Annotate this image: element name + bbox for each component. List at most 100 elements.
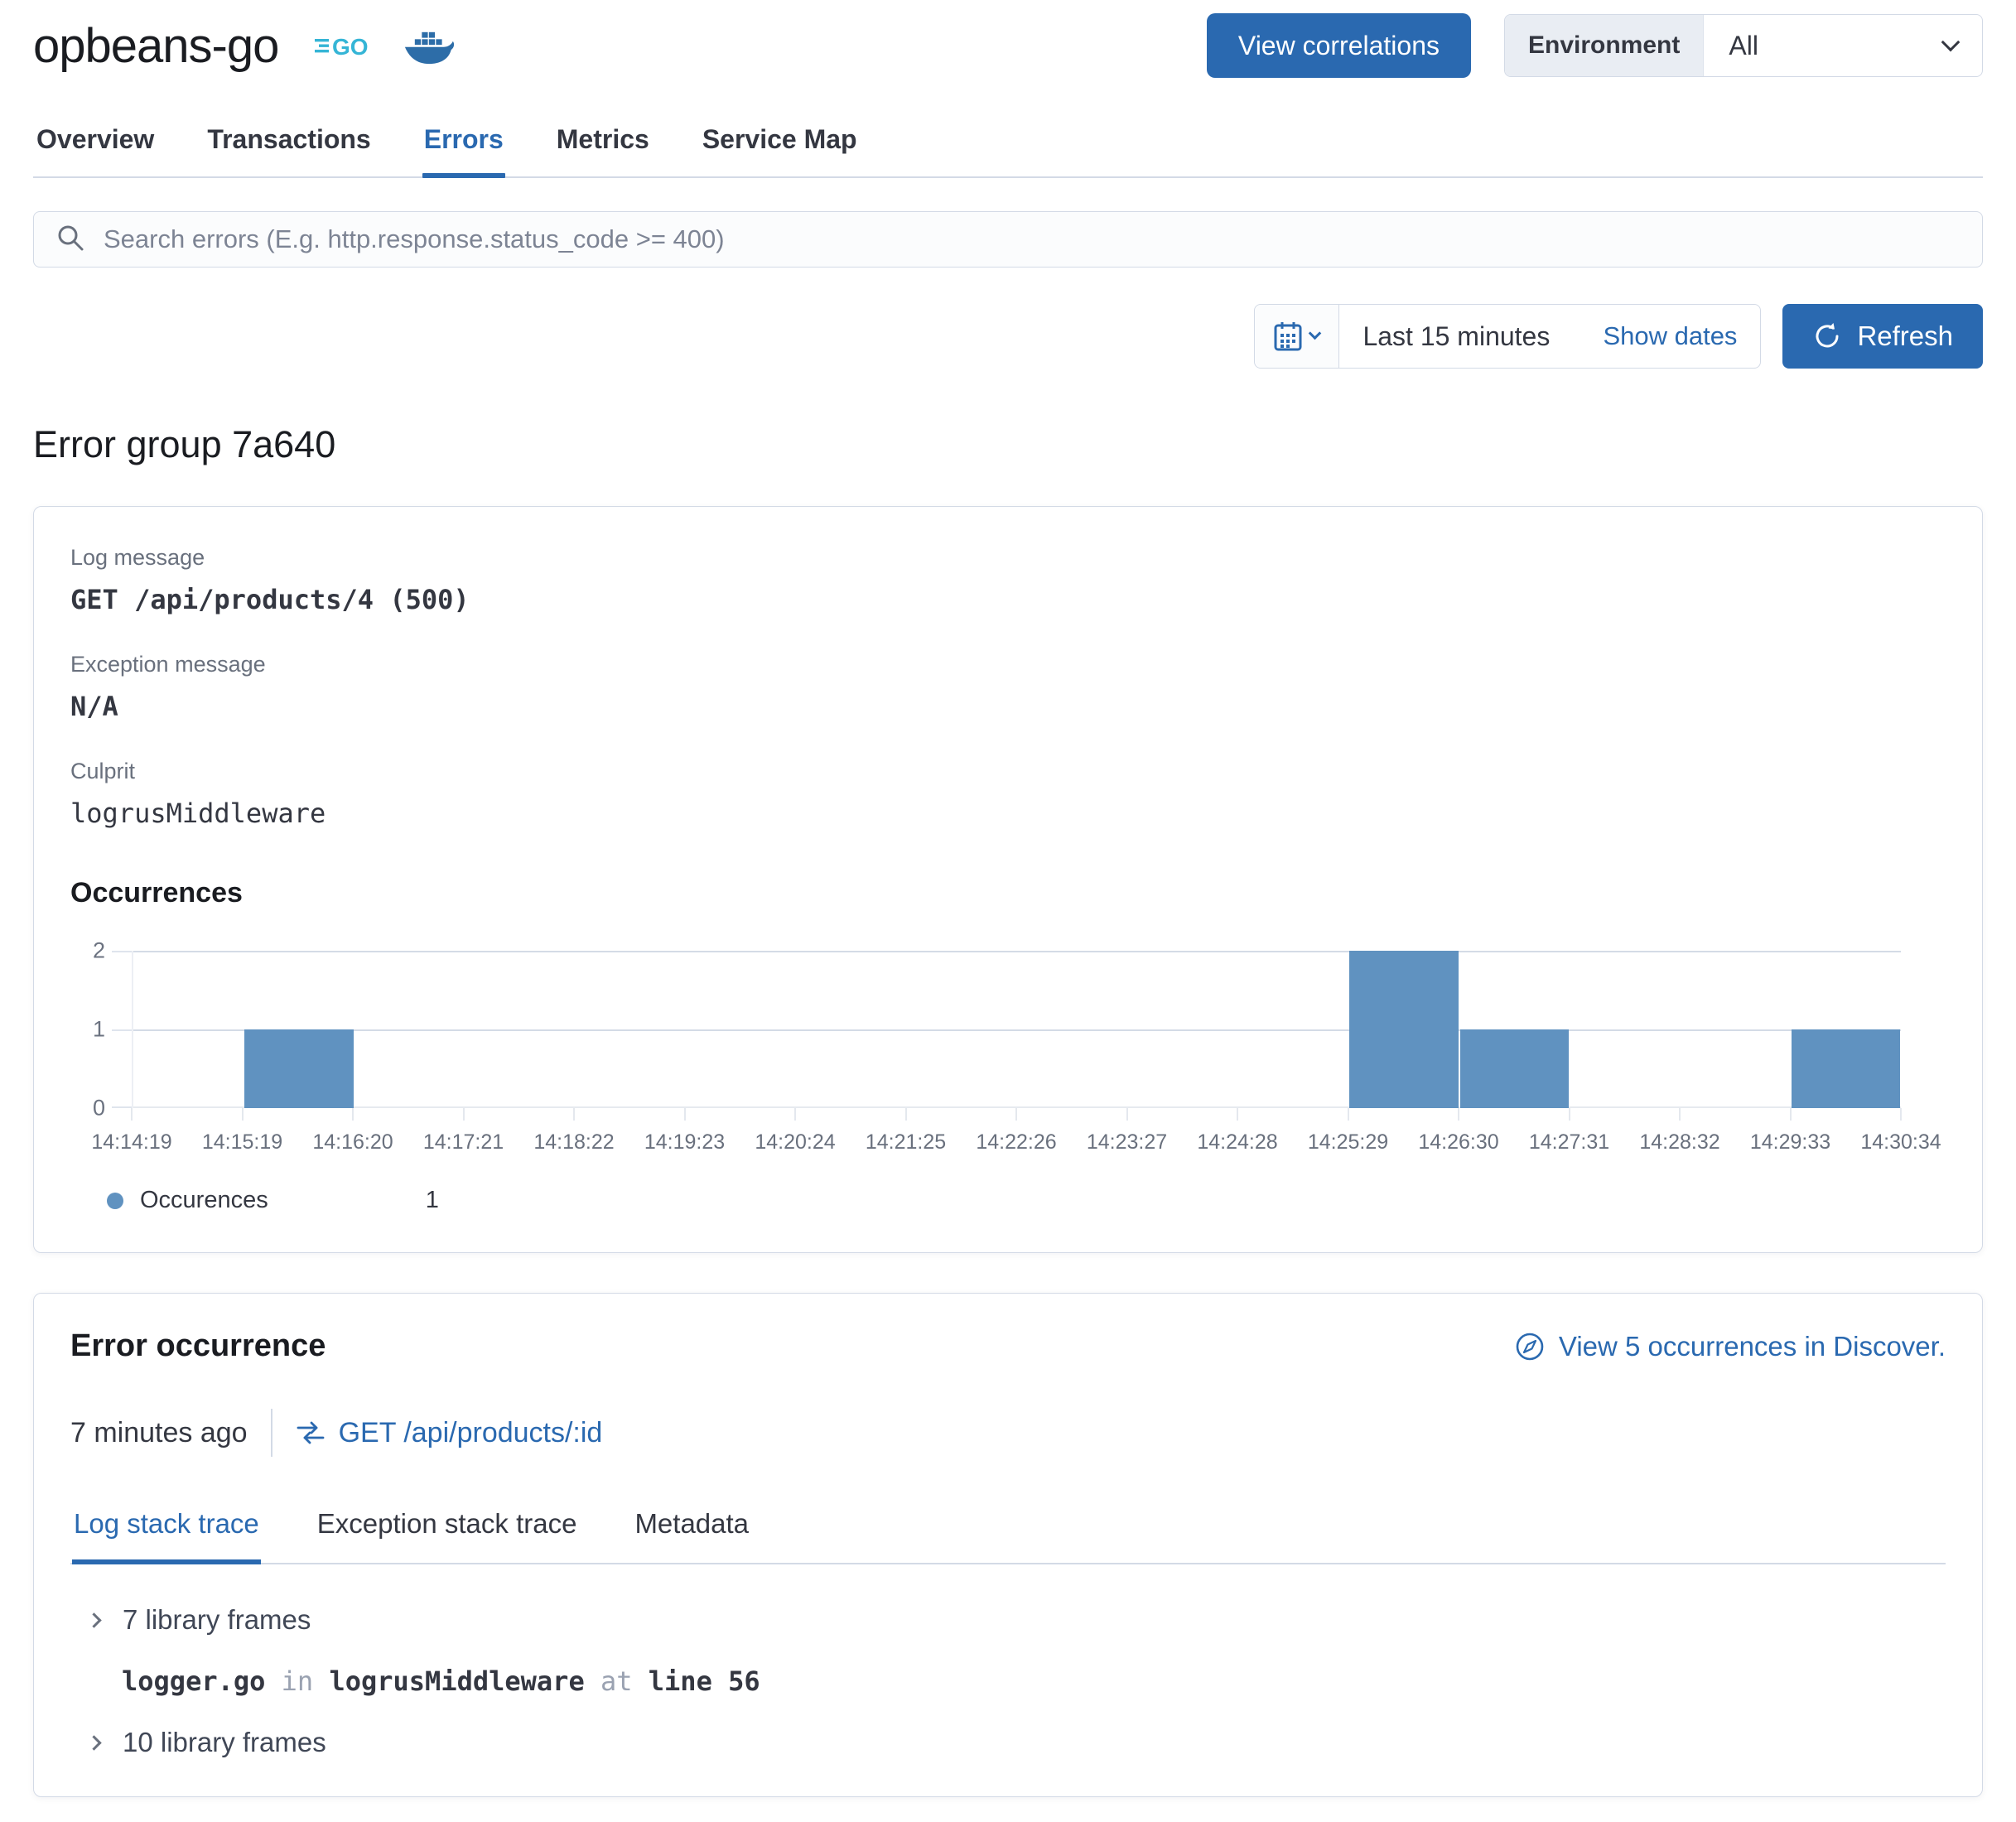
transaction-link[interactable]: GET /api/products/:id bbox=[296, 1416, 603, 1449]
view-occurrences-discover-link[interactable]: View 5 occurrences in Discover. bbox=[1514, 1331, 1946, 1362]
search-input[interactable] bbox=[102, 224, 1961, 255]
library-frames-group-1[interactable]: 7 library frames bbox=[86, 1604, 1946, 1636]
frame-in-label: in bbox=[281, 1665, 314, 1697]
frame-line-number: line 56 bbox=[648, 1665, 760, 1697]
chart-bar bbox=[244, 1029, 354, 1108]
x-axis-label: 14:27:31 bbox=[1528, 1130, 1610, 1154]
gridline-2 bbox=[133, 951, 1901, 952]
chart-bar bbox=[1349, 951, 1459, 1108]
x-tick-mark bbox=[1237, 1108, 1238, 1121]
chevron-down-icon bbox=[1941, 32, 1961, 52]
tab-transactions[interactable]: Transactions bbox=[207, 124, 371, 154]
log-message-field: Log message GET /api/products/4 (500) bbox=[70, 545, 1946, 615]
search-icon bbox=[55, 223, 85, 257]
chart-plot: 0 1 2 bbox=[93, 938, 1901, 1121]
x-axis-label: 14:26:30 bbox=[1418, 1130, 1499, 1154]
tab-errors[interactable]: Errors bbox=[422, 114, 505, 178]
docker-icon bbox=[403, 27, 455, 65]
occurrences-chart: 0 1 2 14:14:19 14:15:19 14:16:20 14:17:21 14:1… bbox=[70, 938, 1946, 1214]
exception-message-field: Exception message N/A bbox=[70, 652, 1946, 722]
y-axis-label: 2 bbox=[92, 938, 105, 963]
transaction-merge-icon bbox=[297, 1421, 324, 1444]
frame-file: logger.go bbox=[122, 1665, 266, 1697]
x-axis-label: 14:23:27 bbox=[1086, 1130, 1168, 1154]
discover-link-label: View 5 occurrences in Discover. bbox=[1558, 1330, 1946, 1362]
error-group-title: Error group 7a640 bbox=[33, 423, 336, 465]
error-occurrence-title: Error occurrence bbox=[70, 1328, 326, 1363]
tab-metadata[interactable]: Metadata bbox=[634, 1508, 750, 1539]
search-bar[interactable] bbox=[33, 211, 1983, 268]
date-quick-select-button[interactable] bbox=[1255, 305, 1340, 368]
chart-yaxis: 0 1 2 bbox=[70, 938, 109, 1121]
x-tick-mark bbox=[794, 1108, 796, 1121]
x-axis-label: 14:14:19 bbox=[91, 1130, 172, 1154]
chevron-down-icon bbox=[1309, 326, 1322, 340]
occurrence-timestamp: 7 minutes ago bbox=[70, 1416, 248, 1448]
refresh-icon bbox=[1816, 323, 1839, 348]
environment-value-dropdown[interactable]: All bbox=[1704, 15, 1982, 76]
environment-select[interactable]: Environment All bbox=[1504, 14, 1983, 77]
x-axis-label: 14:19:23 bbox=[644, 1130, 726, 1154]
show-dates-link[interactable]: Show dates bbox=[1603, 321, 1738, 350]
service-name-title: opbeans-go bbox=[33, 18, 279, 73]
x-tick-mark bbox=[131, 1108, 133, 1121]
stack-frame-line[interactable]: logger.go in logrusMiddleware at line 56 bbox=[122, 1665, 1946, 1697]
date-range-display[interactable]: Last 15 minutes Show dates bbox=[1339, 305, 1760, 368]
culprit-field: Culprit logrusMiddleware bbox=[70, 759, 1946, 829]
chart-bar bbox=[1791, 1029, 1900, 1108]
x-tick-mark bbox=[352, 1108, 354, 1121]
log-message-label: Log message bbox=[70, 545, 205, 570]
tab-log-stack-trace[interactable]: Log stack trace bbox=[72, 1508, 261, 1564]
stack-frames: 7 library frames logger.go in logrusMidd… bbox=[70, 1604, 1946, 1758]
discover-compass-icon bbox=[1516, 1333, 1544, 1360]
y-axis-label: 1 bbox=[92, 1016, 105, 1042]
chevron-right-icon bbox=[86, 1612, 102, 1628]
x-axis-label: 14:29:33 bbox=[1749, 1130, 1831, 1154]
environment-label: Environment bbox=[1505, 15, 1705, 76]
stack-trace-tabs: Log stack trace Exception stack trace Me… bbox=[70, 1508, 1946, 1564]
chart-bar bbox=[1459, 1029, 1569, 1108]
x-axis-label: 14:20:24 bbox=[755, 1130, 836, 1154]
x-axis-label: 14:18:22 bbox=[533, 1130, 615, 1154]
y-tick-mark bbox=[112, 1106, 132, 1108]
x-axis-label: 14:17:21 bbox=[422, 1130, 504, 1154]
x-axis-label: 14:28:32 bbox=[1639, 1130, 1720, 1154]
refresh-label: Refresh bbox=[1857, 321, 1953, 351]
header-actions: View correlations Environment All bbox=[1206, 13, 1983, 78]
y-tick-mark bbox=[112, 1029, 132, 1031]
chart-xticks bbox=[131, 1108, 1902, 1121]
x-tick-mark bbox=[904, 1108, 907, 1121]
culprit-label: Culprit bbox=[70, 759, 136, 783]
frame-at-label: at bbox=[600, 1665, 633, 1697]
tab-overview[interactable]: Overview bbox=[36, 124, 155, 154]
x-axis-label: 14:24:28 bbox=[1197, 1130, 1278, 1154]
environment-selected-value: All bbox=[1729, 30, 1758, 60]
x-tick-mark bbox=[1458, 1108, 1459, 1121]
library-frames-label: 7 library frames bbox=[123, 1604, 311, 1635]
log-message-value: GET /api/products/4 (500) bbox=[70, 584, 470, 615]
x-axis-label: 14:16:20 bbox=[312, 1130, 393, 1154]
x-axis-label: 14:15:19 bbox=[201, 1130, 283, 1154]
legend-series-label: Occurences bbox=[140, 1187, 268, 1213]
occurrences-chart-title: Occurrences bbox=[70, 877, 243, 909]
x-axis-label: 14:30:34 bbox=[1860, 1130, 1941, 1154]
x-tick-mark bbox=[1126, 1108, 1128, 1121]
x-tick-mark bbox=[1900, 1108, 1902, 1121]
legend-series-dot bbox=[107, 1192, 123, 1209]
view-correlations-button[interactable]: View correlations bbox=[1206, 13, 1471, 78]
chart-legend[interactable]: Occurences 1 bbox=[70, 1187, 1946, 1214]
gridline-1 bbox=[133, 1029, 1901, 1031]
tab-metrics[interactable]: Metrics bbox=[556, 124, 649, 154]
x-tick-mark bbox=[462, 1108, 465, 1121]
vertical-divider bbox=[270, 1409, 272, 1457]
x-axis-label: 14:21:25 bbox=[865, 1130, 947, 1154]
gridline-0-baseline bbox=[133, 1106, 1901, 1108]
library-frames-group-2[interactable]: 10 library frames bbox=[86, 1727, 1946, 1758]
transaction-link-label: GET /api/products/:id bbox=[338, 1416, 603, 1448]
tab-service-map[interactable]: Service Map bbox=[702, 124, 857, 154]
library-frames-label: 10 library frames bbox=[123, 1727, 326, 1757]
tab-exception-stack-trace[interactable]: Exception stack trace bbox=[316, 1508, 577, 1539]
y-axis-label: 0 bbox=[92, 1095, 105, 1121]
refresh-button[interactable]: Refresh bbox=[1782, 304, 1983, 369]
